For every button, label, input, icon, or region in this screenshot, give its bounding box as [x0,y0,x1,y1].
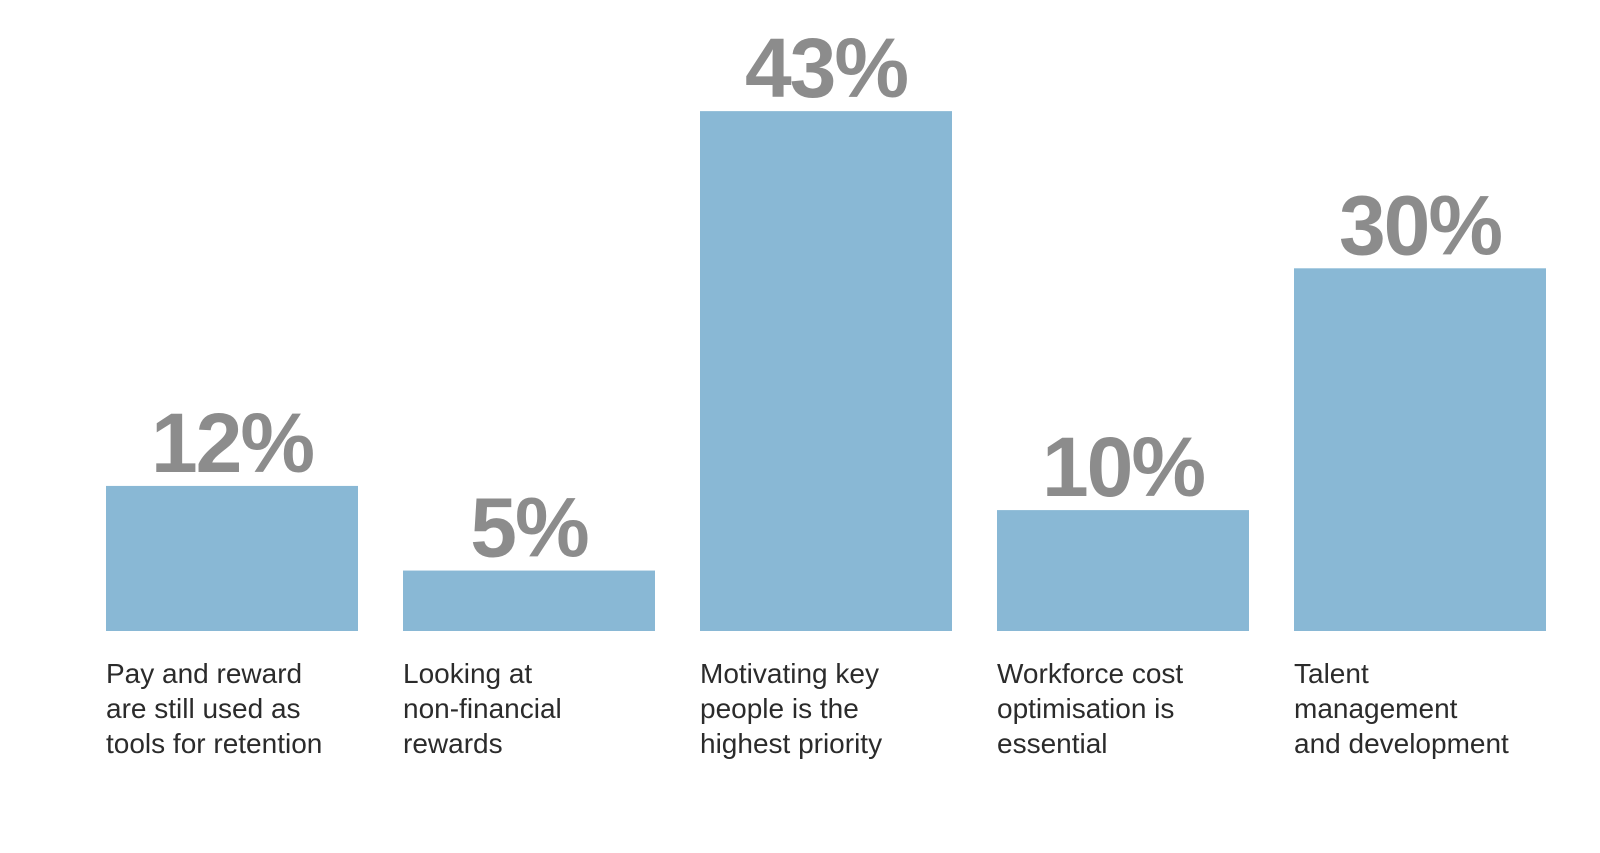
bar [997,510,1249,631]
bar [106,485,358,631]
value-label: 10% [1042,420,1204,514]
value-label: 5% [470,481,588,575]
category-label: Workforce cost optimisation is essential [997,658,1184,759]
category-label: Pay and reward are still used as tools f… [106,658,323,759]
bar [700,111,952,631]
category-label: Looking at non-financial rewards [403,658,562,759]
value-label: 12% [151,396,313,490]
bar [1294,268,1546,631]
category-label: Motivating key people is the highest pri… [700,658,883,759]
value-label: 43% [745,21,907,115]
bar [403,570,655,631]
value-label: 30% [1339,178,1501,272]
category-label: Talent management and development [1294,658,1509,759]
